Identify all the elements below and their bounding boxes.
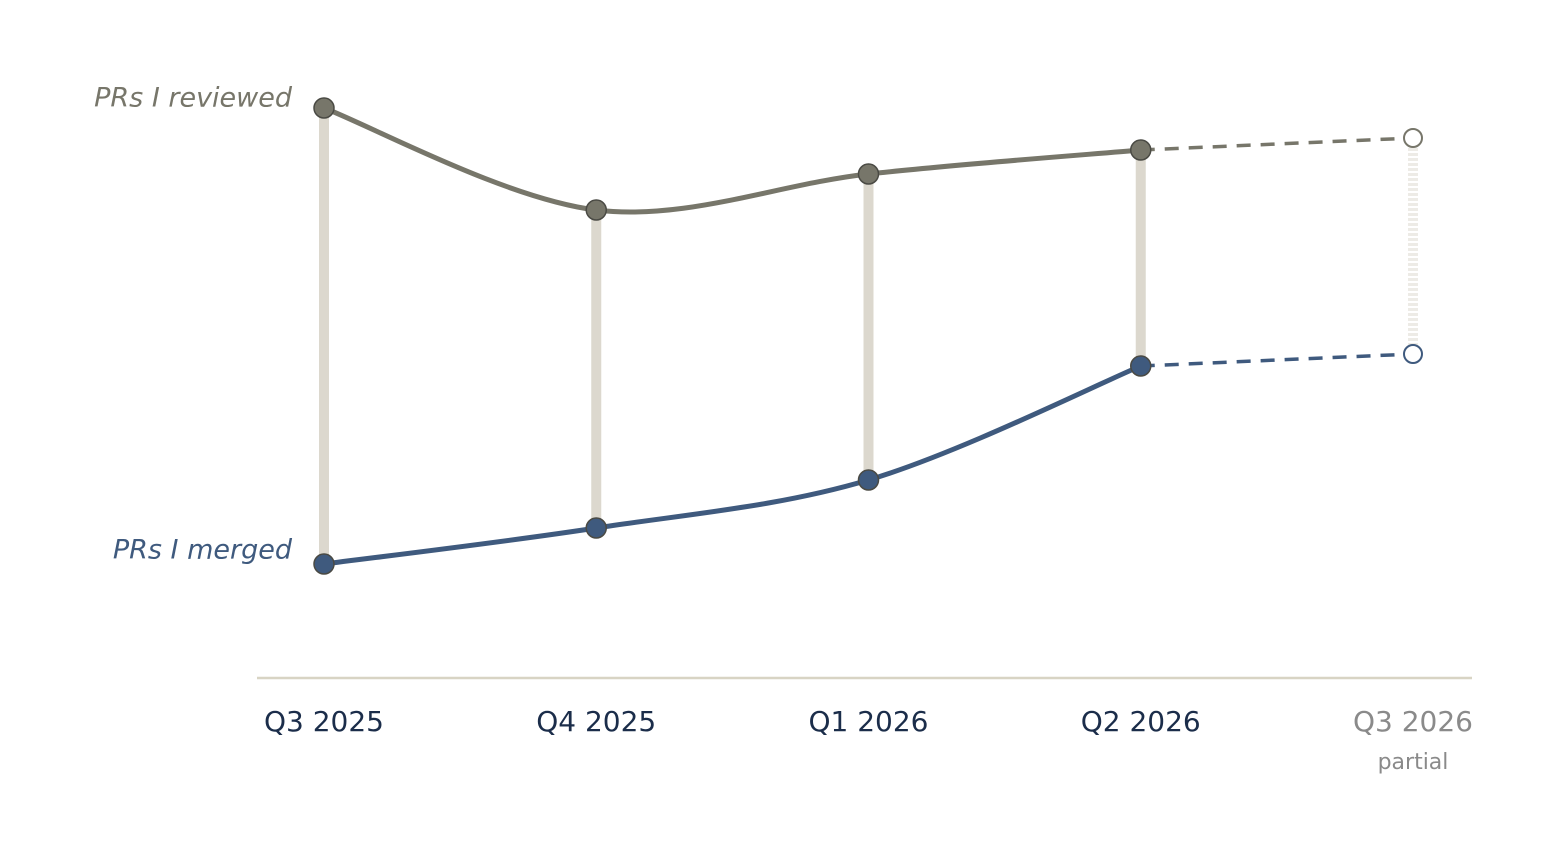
series-line xyxy=(321,363,1144,567)
data-point xyxy=(857,469,880,491)
series-line-projected xyxy=(1140,136,1414,152)
data-point xyxy=(857,163,880,185)
series-label: PRs I merged xyxy=(113,535,293,566)
data-point xyxy=(585,517,607,539)
data-point xyxy=(1130,355,1152,377)
series-line xyxy=(321,105,1144,215)
data-point xyxy=(1403,128,1423,148)
x-tick-label: Q2 2026 xyxy=(1081,705,1201,738)
data-point xyxy=(585,199,607,221)
x-tick-label: Q3 2026 xyxy=(1353,705,1473,738)
x-tick-label: Q4 2025 xyxy=(536,705,656,738)
data-point xyxy=(313,553,335,575)
data-point xyxy=(313,97,335,119)
data-point xyxy=(1130,139,1152,161)
x-tick-label: Q3 2025 xyxy=(264,705,384,738)
x-tick-label: Q1 2026 xyxy=(808,705,928,738)
data-point xyxy=(1403,344,1423,364)
series-line-projected xyxy=(1140,352,1414,368)
x-sub-label: partial xyxy=(1378,750,1449,775)
series-label: PRs I reviewed xyxy=(94,83,293,114)
